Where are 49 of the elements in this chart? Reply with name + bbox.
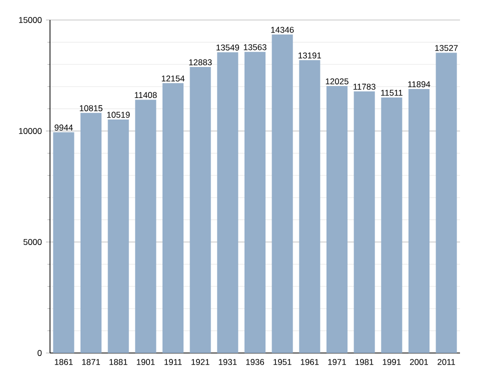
x-tick-label: 2001	[410, 359, 428, 365]
x-tick-label: 2011	[438, 359, 456, 365]
bar	[326, 86, 348, 353]
x-tick-label: 1911	[164, 359, 182, 365]
data-label: 12154	[162, 75, 185, 82]
y-tick-label: 15000	[19, 17, 42, 23]
data-label: 10519	[107, 112, 130, 118]
bar	[299, 60, 320, 353]
x-tick-label: 1931	[218, 359, 237, 365]
data-label: 13549	[216, 44, 240, 51]
y-tick-label: 0	[38, 350, 42, 356]
bar	[217, 52, 238, 353]
x-tick-label: 1901	[136, 359, 155, 365]
x-tick-label: 1861	[54, 359, 73, 365]
x-tick-label: 1921	[192, 359, 210, 365]
data-label: 11783	[354, 84, 376, 90]
bar	[244, 52, 266, 353]
y-tick-label: 5000	[24, 239, 42, 245]
y-tick-label: 10000	[19, 128, 42, 134]
x-tick-label: 1871	[82, 359, 100, 365]
data-label: 13527	[435, 45, 458, 51]
bar	[354, 91, 375, 353]
data-label: 11408	[134, 92, 157, 98]
data-label: 14346	[271, 26, 294, 33]
data-label: 13191	[298, 52, 322, 58]
data-label: 12883	[189, 59, 212, 66]
bar	[408, 88, 430, 353]
bar	[162, 83, 184, 353]
bar	[53, 132, 74, 353]
x-tick-label: 1936	[246, 359, 264, 365]
bar	[436, 52, 457, 353]
bar	[80, 112, 102, 353]
data-label: 9944	[54, 124, 73, 131]
x-tick-label: 1961	[300, 359, 319, 365]
bar	[381, 97, 402, 353]
bar	[190, 66, 211, 353]
bar	[272, 34, 293, 353]
data-label: 13563	[244, 44, 266, 50]
data-label: 12025	[326, 78, 348, 84]
data-label: 11511	[381, 90, 402, 96]
data-label: 11894	[408, 81, 430, 88]
x-tick-label: 1991	[382, 359, 401, 365]
x-tick-label: 1981	[356, 359, 374, 365]
x-tick-label: 1971	[328, 359, 346, 365]
x-tick-label: 1881	[110, 359, 128, 365]
x-tick-label: 1951	[274, 359, 292, 365]
bar	[108, 119, 129, 353]
data-label: 10815	[80, 105, 102, 112]
bar	[135, 100, 156, 353]
